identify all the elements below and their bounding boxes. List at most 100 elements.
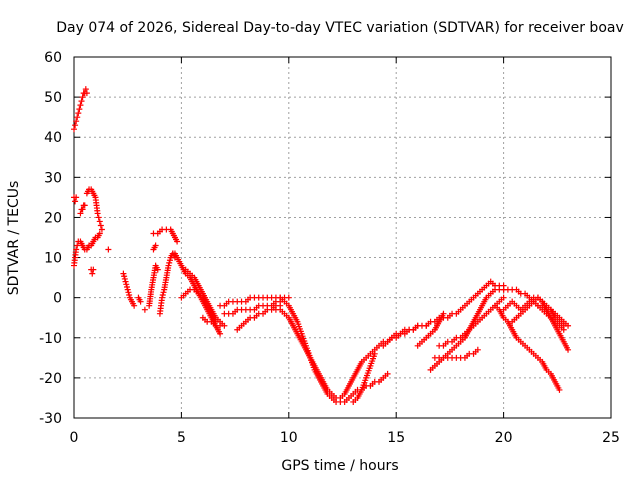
y-tick-label: 50 — [44, 90, 62, 106]
x-tick-label: 0 — [70, 430, 79, 446]
y-tick-label: 40 — [44, 130, 62, 146]
data-point — [500, 294, 507, 301]
plot-frame — [73, 56, 612, 419]
data-point — [565, 346, 572, 353]
data-point — [174, 238, 181, 245]
data-point — [166, 257, 173, 264]
series-trace-13 — [150, 226, 181, 245]
series-trace-29 — [431, 346, 481, 361]
series-trace-12 — [150, 242, 159, 253]
series-trace-8 — [120, 270, 138, 309]
data-point — [159, 291, 166, 298]
data-point — [123, 281, 130, 288]
x-tick-label: 10 — [280, 430, 298, 446]
data-point — [121, 275, 128, 282]
data-point — [97, 222, 104, 229]
series-trace-26 — [380, 322, 430, 349]
data-point — [152, 242, 159, 249]
series-trace-7 — [105, 246, 112, 253]
data-point — [82, 86, 89, 93]
y-tick-label: 10 — [44, 251, 62, 267]
series-trace-17 — [178, 286, 219, 325]
data-point — [98, 226, 105, 233]
data-point — [77, 102, 84, 109]
data-point — [73, 118, 80, 125]
x-tick-label: 5 — [177, 430, 186, 446]
series-trace-27 — [423, 278, 507, 329]
series-trace-19 — [217, 294, 292, 309]
series-trace-14 — [156, 250, 178, 317]
data-point — [72, 122, 79, 129]
series-trace-25 — [350, 350, 378, 405]
series-trace-2 — [71, 230, 103, 269]
data-point — [96, 230, 103, 237]
data-point — [120, 270, 127, 277]
data-point — [141, 306, 148, 313]
data-point — [440, 310, 447, 317]
chart-title: Day 074 of 2026, Sidereal Day-to-day VTE… — [56, 20, 624, 36]
data-point — [78, 98, 85, 105]
series-trace-3 — [71, 194, 80, 205]
data-point — [122, 278, 129, 285]
data-point — [89, 270, 96, 277]
series-trace-21 — [234, 302, 284, 333]
data-point — [160, 289, 167, 296]
data-point — [166, 259, 173, 266]
series-trace-5 — [83, 186, 105, 233]
x-axis-label: GPS time / hours — [281, 458, 398, 474]
data-point — [77, 210, 84, 217]
series-trace-9 — [135, 294, 144, 305]
data-point — [474, 346, 481, 353]
data-point — [75, 110, 82, 117]
y-tick-label: 20 — [44, 210, 62, 226]
series-trace-18 — [199, 314, 224, 329]
series-trace-4 — [77, 202, 88, 217]
data-point — [154, 266, 161, 273]
data-point — [73, 246, 80, 253]
y-tick-label: 30 — [44, 170, 62, 186]
data-point — [79, 206, 86, 213]
x-tick-label: 25 — [602, 430, 620, 446]
y-axis-label: SDTVAR / TECUs — [6, 181, 22, 296]
series-trace-6 — [88, 266, 97, 277]
data-point — [217, 330, 224, 337]
data-point — [384, 370, 391, 377]
marks-layer — [71, 86, 572, 405]
grid-layer — [74, 57, 611, 418]
y-tick-label: -30 — [39, 411, 62, 427]
data-point — [83, 90, 90, 97]
series-trace-36 — [534, 302, 572, 329]
x-tick-label: 15 — [387, 430, 405, 446]
data-point — [73, 194, 80, 201]
series-trace-10 — [141, 306, 148, 313]
data-point — [95, 214, 102, 221]
data-point — [72, 198, 79, 205]
data-point — [125, 289, 132, 296]
data-point — [565, 322, 572, 329]
data-point — [74, 242, 81, 249]
ticks-layer: 0 5 10 15 20 25 -30 -20 -10 0 10 20 30 40 50 60 — [39, 50, 620, 446]
data-point — [121, 273, 128, 280]
series-trace-1 — [71, 86, 90, 133]
series-trace-23 — [272, 306, 340, 401]
data-point — [137, 298, 144, 305]
data-point — [371, 350, 378, 357]
data-point — [217, 322, 224, 329]
data-point — [74, 114, 81, 121]
data-point — [81, 202, 88, 209]
data-point — [285, 294, 292, 301]
data-point — [71, 126, 77, 133]
y-tick-label: 60 — [44, 50, 62, 66]
data-point — [90, 266, 97, 273]
series-trace-16 — [182, 266, 228, 329]
y-tick-label: -10 — [39, 331, 62, 347]
series-trace-30 — [414, 310, 447, 349]
y-tick-label: 0 — [53, 291, 62, 307]
data-point — [123, 283, 130, 290]
y-tick-label: -20 — [39, 371, 62, 387]
data-point — [79, 94, 86, 101]
series-trace-24 — [337, 322, 421, 401]
series-trace-11 — [146, 262, 161, 309]
data-point — [94, 210, 101, 217]
